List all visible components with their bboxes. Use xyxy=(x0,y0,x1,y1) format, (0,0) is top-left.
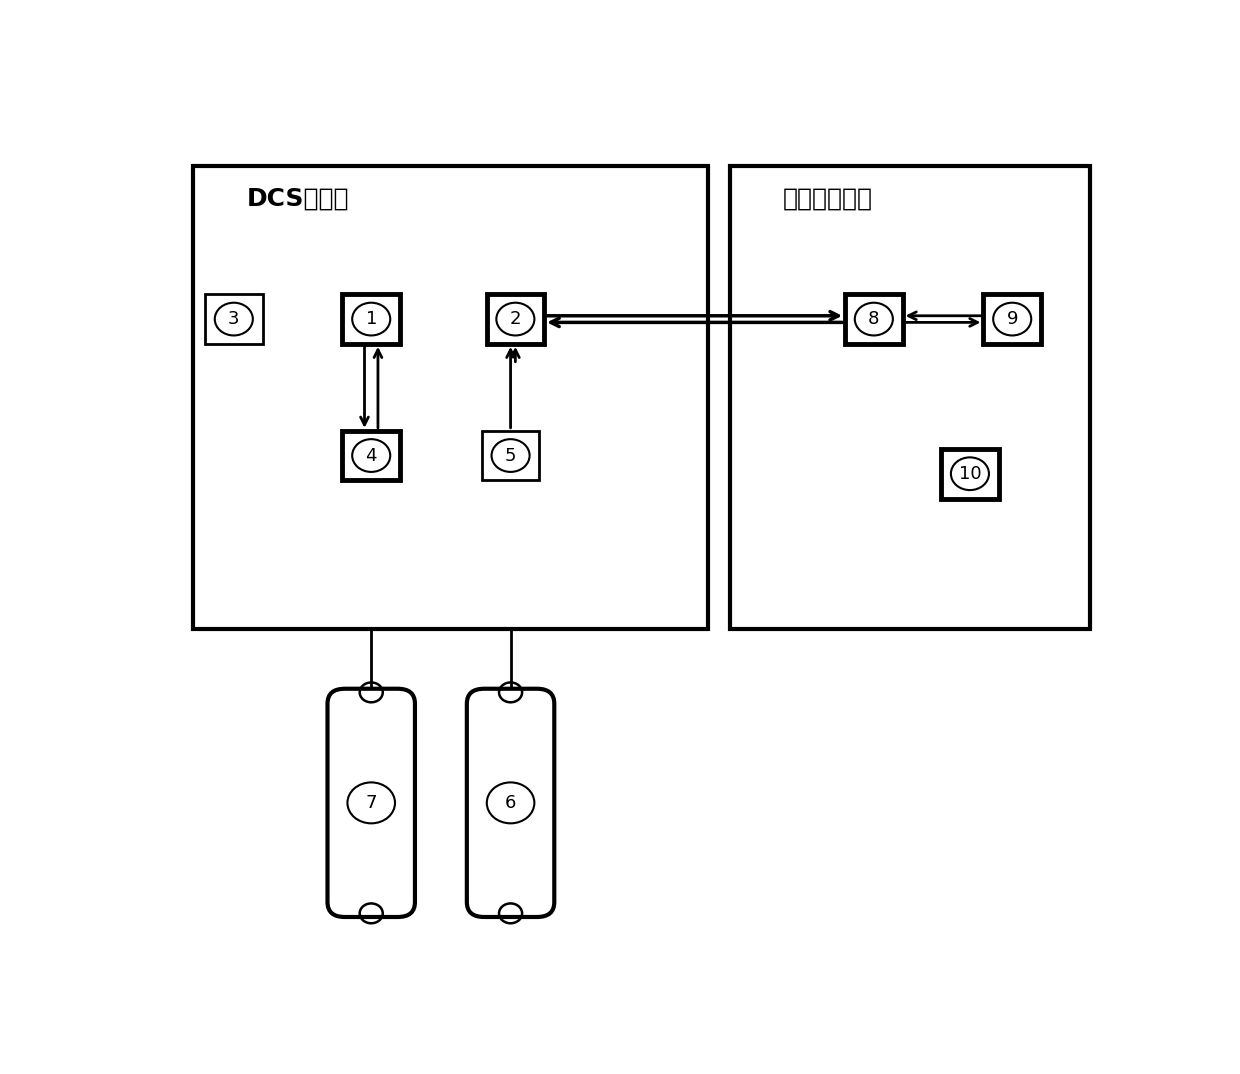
Text: 3: 3 xyxy=(228,310,239,328)
FancyBboxPatch shape xyxy=(466,688,554,917)
Text: 6: 6 xyxy=(505,794,516,812)
Text: 5: 5 xyxy=(505,447,516,465)
Bar xyxy=(342,294,401,344)
Bar xyxy=(193,166,708,629)
Text: 9: 9 xyxy=(1007,310,1018,328)
Text: 4: 4 xyxy=(366,447,377,465)
Text: 2: 2 xyxy=(510,310,521,328)
Bar xyxy=(205,294,263,344)
Text: 外挂控制系统: 外挂控制系统 xyxy=(782,187,873,211)
Bar xyxy=(844,294,903,344)
Text: 1: 1 xyxy=(366,310,377,328)
Bar xyxy=(486,294,544,344)
Text: 8: 8 xyxy=(868,310,879,328)
Text: 10: 10 xyxy=(959,465,981,482)
Bar xyxy=(729,166,1090,629)
Bar xyxy=(481,431,539,480)
Bar xyxy=(941,449,998,498)
FancyBboxPatch shape xyxy=(327,688,415,917)
Bar xyxy=(983,294,1042,344)
Bar xyxy=(342,431,401,480)
Text: DCS控制器: DCS控制器 xyxy=(247,187,348,211)
Text: 7: 7 xyxy=(366,794,377,812)
